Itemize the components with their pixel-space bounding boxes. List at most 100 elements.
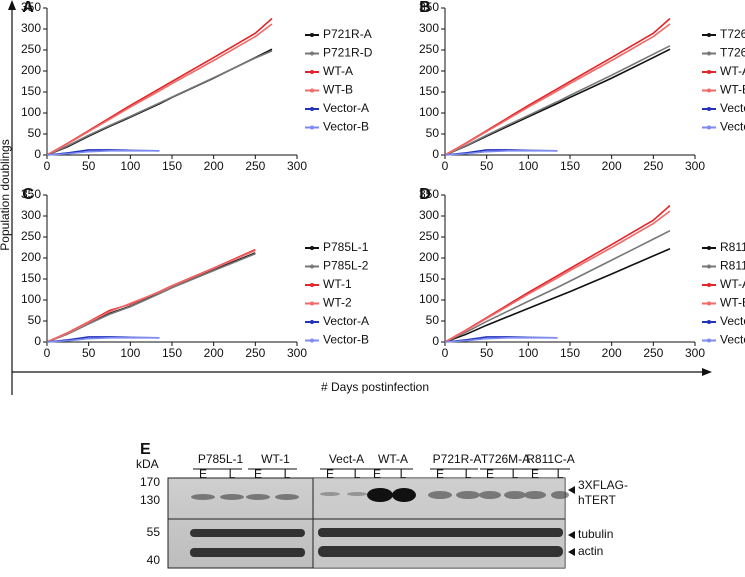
legend-label: Vector-A xyxy=(323,314,369,328)
series-line xyxy=(46,253,256,343)
y-tick-label: 350 xyxy=(21,0,41,14)
x-tick-label: 50 xyxy=(480,346,494,360)
legend-label: T726M-A xyxy=(720,27,745,41)
x-tick-label: 0 xyxy=(44,346,51,360)
series-line xyxy=(444,23,671,156)
y-tick-label: 200 xyxy=(21,250,41,264)
sublane-label: L xyxy=(512,467,519,481)
x-tick-label: 50 xyxy=(480,159,494,173)
sublane-label: E xyxy=(531,467,539,481)
legend-marker xyxy=(310,246,314,250)
band-label: hTERT xyxy=(578,493,616,507)
marker-label: 55 xyxy=(147,525,161,539)
x-tick-label: 200 xyxy=(204,159,224,173)
x-tick-label: 150 xyxy=(162,346,182,360)
legend-label: Vector-B xyxy=(720,333,745,347)
sublane-label: E xyxy=(373,467,381,481)
y-tick-label: 300 xyxy=(21,21,41,35)
legend-label: Vector-B xyxy=(720,120,745,134)
unit-label: kDA xyxy=(136,457,159,471)
marker-label: 170 xyxy=(140,475,160,489)
x-tick-label: 100 xyxy=(518,346,538,360)
y-tick-label: 0 xyxy=(34,334,41,348)
sublane-label: E xyxy=(486,467,494,481)
y-tick-label: 250 xyxy=(419,42,439,56)
legend-label: R811C-B xyxy=(720,259,745,273)
panel-label: E xyxy=(140,441,151,458)
legend-marker xyxy=(707,320,711,324)
legend-label: Vector-A xyxy=(323,101,369,115)
marker-label: 40 xyxy=(147,553,161,567)
legend-label: Vector-A xyxy=(720,101,745,115)
legend-label: WT-A xyxy=(720,277,745,291)
series-line xyxy=(444,229,671,343)
lane-label: P785L-1 xyxy=(198,452,244,466)
x-tick-label: 300 xyxy=(685,346,705,360)
series-line xyxy=(46,23,273,156)
y-tick-label: 150 xyxy=(419,271,439,285)
panel-label: B xyxy=(419,0,431,16)
x-tick-label: 200 xyxy=(204,346,224,360)
y-tick-label: 50 xyxy=(426,313,440,327)
y-tick-label: 150 xyxy=(419,84,439,98)
x-tick-label: 300 xyxy=(287,159,307,173)
series-line xyxy=(444,210,671,343)
y-tick-label: 200 xyxy=(21,63,41,77)
legend-marker xyxy=(310,283,314,287)
x-tick-label: 100 xyxy=(120,346,140,360)
legend-marker xyxy=(707,246,711,250)
legend-label: R811C-A xyxy=(720,240,745,254)
series-line xyxy=(444,17,671,156)
series-line xyxy=(444,45,671,156)
series-line xyxy=(46,50,273,156)
sublane-label: L xyxy=(557,467,564,481)
band-label: 3XFLAG- xyxy=(578,478,628,492)
band-label: actin xyxy=(578,544,603,558)
series-line xyxy=(46,249,256,343)
legend-marker xyxy=(310,264,314,269)
sublane-label: E xyxy=(199,467,207,481)
legend-label: T726M-B xyxy=(720,46,745,60)
series-line xyxy=(46,150,160,156)
y-label: Population doublings xyxy=(0,139,12,250)
x-tick-label: 0 xyxy=(44,159,51,173)
sublane-label: L xyxy=(400,467,407,481)
x-tick-label: 150 xyxy=(560,159,580,173)
legend-marker xyxy=(310,125,314,130)
legend-marker xyxy=(707,301,711,306)
y-tick-label: 50 xyxy=(28,313,42,327)
legend-label: P721R-D xyxy=(323,46,373,60)
x-tick-label: 100 xyxy=(518,159,538,173)
legend-marker xyxy=(707,88,711,93)
legend-marker xyxy=(310,338,314,343)
x-tick-label: 300 xyxy=(685,159,705,173)
x-tick-label: 200 xyxy=(602,159,622,173)
y-tick-label: 250 xyxy=(21,229,41,243)
y-tick-label: 150 xyxy=(21,84,41,98)
legend-marker xyxy=(707,107,711,111)
legend-marker xyxy=(310,33,314,37)
y-tick-label: 250 xyxy=(21,42,41,56)
series-line xyxy=(46,337,160,343)
series-line xyxy=(444,248,671,343)
x-tick-label: 250 xyxy=(245,159,265,173)
series-line xyxy=(444,204,671,343)
arrow xyxy=(702,368,712,376)
legend-label: P785L-1 xyxy=(323,240,369,254)
legend-marker xyxy=(707,338,711,343)
x-label: # Days postinfection xyxy=(321,380,429,394)
legend-marker xyxy=(310,51,314,56)
y-tick-label: 350 xyxy=(419,187,439,201)
x-tick-label: 50 xyxy=(82,159,96,173)
x-tick-label: 150 xyxy=(162,159,182,173)
sublane-label: E xyxy=(326,467,334,481)
x-tick-label: 150 xyxy=(560,346,580,360)
lane-label: WT-1 xyxy=(261,452,290,466)
legend-label: Vector-A xyxy=(720,314,745,328)
series-line xyxy=(46,17,273,156)
x-tick-label: 0 xyxy=(442,346,449,360)
y-tick-label: 250 xyxy=(419,229,439,243)
sublane-label: E xyxy=(436,467,444,481)
